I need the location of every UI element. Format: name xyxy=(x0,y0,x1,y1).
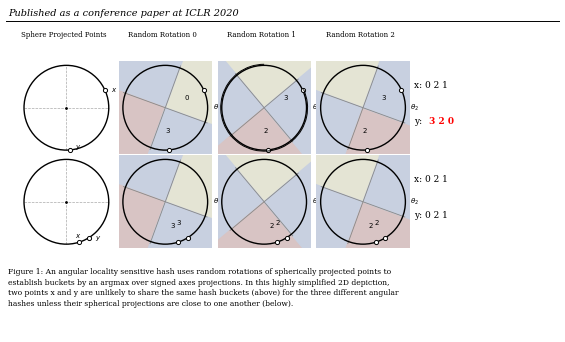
Text: x: x xyxy=(75,233,80,239)
Polygon shape xyxy=(199,108,319,193)
Text: $\theta_{2}$: $\theta_{2}$ xyxy=(411,197,419,207)
Polygon shape xyxy=(136,202,245,287)
Polygon shape xyxy=(210,117,329,202)
Text: x: 0 2 1: x: 0 2 1 xyxy=(414,81,448,90)
Text: x: x xyxy=(111,87,115,93)
Polygon shape xyxy=(264,53,349,173)
Text: x: 0 2 1: x: 0 2 1 xyxy=(414,175,448,184)
Polygon shape xyxy=(180,137,264,256)
Polygon shape xyxy=(81,173,165,281)
Text: 2: 2 xyxy=(264,128,268,134)
Text: 3: 3 xyxy=(283,95,288,101)
Polygon shape xyxy=(86,117,194,202)
Polygon shape xyxy=(86,23,194,108)
Text: $\theta_{2}$: $\theta_{2}$ xyxy=(411,103,419,113)
Polygon shape xyxy=(165,122,250,231)
Text: Published as a conference paper at ICLR 2020: Published as a conference paper at ICLR … xyxy=(8,9,239,17)
Text: 3 2 0: 3 2 0 xyxy=(429,117,454,126)
Text: 2: 2 xyxy=(275,220,280,226)
Polygon shape xyxy=(284,23,392,108)
Polygon shape xyxy=(81,79,165,187)
Text: $\theta_{1}$: $\theta_{1}$ xyxy=(312,197,320,207)
Text: Random Rotation 0: Random Rotation 0 xyxy=(128,31,197,39)
Text: 3: 3 xyxy=(382,95,386,101)
Text: Random Rotation 1: Random Rotation 1 xyxy=(227,31,295,39)
Text: y: y xyxy=(75,144,79,149)
Text: Random Rotation 2: Random Rotation 2 xyxy=(326,31,394,39)
Text: 2: 2 xyxy=(363,128,367,134)
Polygon shape xyxy=(284,117,392,202)
Polygon shape xyxy=(210,23,329,108)
Text: $\theta_{1}$: $\theta_{1}$ xyxy=(312,103,320,113)
Text: $\theta_{0}$: $\theta_{0}$ xyxy=(212,103,222,113)
Text: Figure 1: An angular locality sensitive hash uses random rotations of sphericall: Figure 1: An angular locality sensitive … xyxy=(8,268,399,308)
Polygon shape xyxy=(334,202,442,287)
Polygon shape xyxy=(279,173,363,281)
Polygon shape xyxy=(363,122,447,231)
Text: $\theta_{0}$: $\theta_{0}$ xyxy=(212,197,222,207)
Polygon shape xyxy=(136,108,245,193)
Text: 0: 0 xyxy=(184,95,189,101)
Polygon shape xyxy=(264,147,349,267)
Polygon shape xyxy=(165,28,250,137)
Polygon shape xyxy=(199,202,319,287)
Polygon shape xyxy=(180,43,264,162)
Text: Sphere Projected Points: Sphere Projected Points xyxy=(21,31,106,39)
Polygon shape xyxy=(279,79,363,187)
Text: y:: y: xyxy=(414,117,425,126)
Text: 3: 3 xyxy=(171,223,175,229)
Text: 3: 3 xyxy=(165,128,170,134)
Polygon shape xyxy=(334,108,442,193)
Text: 2: 2 xyxy=(374,220,379,226)
Text: 2: 2 xyxy=(270,223,274,229)
Text: y: 0 2 1: y: 0 2 1 xyxy=(414,211,448,220)
Text: 3: 3 xyxy=(176,220,181,226)
Text: 2: 2 xyxy=(369,223,373,229)
Text: y: y xyxy=(95,235,100,241)
Polygon shape xyxy=(363,28,447,137)
